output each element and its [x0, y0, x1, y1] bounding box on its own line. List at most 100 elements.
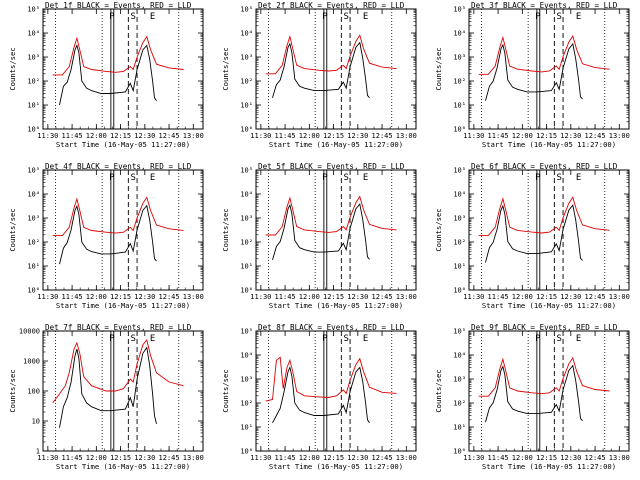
y-tick-label: 10⁰ — [240, 448, 253, 456]
y-tick-label: 10⁴ — [453, 191, 466, 199]
x-tick-label: 11:45 — [275, 293, 296, 301]
y-axis-label: Counts/sec — [221, 208, 230, 251]
marker-label-e: E — [363, 334, 368, 344]
x-tick-label: 11:45 — [488, 454, 509, 462]
marker-label-s: S — [556, 12, 561, 22]
x-tick-label: 12:15 — [536, 132, 557, 140]
x-tick-label: 12:45 — [585, 454, 606, 462]
x-tick-label: 12:30 — [134, 454, 155, 462]
plot-frame — [468, 169, 630, 291]
y-tick-label: 10⁵ — [240, 167, 253, 175]
plot-frame — [255, 8, 417, 130]
y-tick-label: 10⁴ — [240, 191, 253, 199]
marker-label-e: E — [150, 173, 155, 183]
x-tick-label: 12:30 — [134, 293, 155, 301]
x-axis-label: Start Time (16-May-05 11:27:00) — [56, 301, 190, 310]
x-axis-label: Start Time (16-May-05 11:27:00) — [56, 140, 190, 149]
marker-label-e: E — [576, 334, 581, 344]
panel-title: Det 8f BLACK = Events, RED = LLD — [258, 323, 405, 332]
y-tick-label: 10⁵ — [27, 167, 40, 175]
x-tick-label: 12:30 — [347, 454, 368, 462]
y-tick-label: 10³ — [240, 215, 253, 223]
panel-det-1: Det 1f BLACK = Events, RED = LLD 10⁰ 10¹ 10… — [8, 1, 204, 149]
panel-det-7: Det 7f BLACK = Events, RED = LLD 1 10 100 10… — [8, 323, 204, 471]
series-events-line — [59, 204, 157, 265]
x-tick-label: 11:30 — [463, 293, 484, 301]
marker-label-e: E — [150, 334, 155, 344]
x-tick-label: 12:45 — [159, 132, 180, 140]
panel-det-6: Det 6f BLACK = Events, RED = LLD 10⁰ 10¹ 10… — [434, 162, 630, 310]
y-tick-label: 10³ — [453, 215, 466, 223]
x-tick-label: 13:00 — [183, 293, 204, 301]
x-tick-label: 11:45 — [488, 293, 509, 301]
marker-label-s: S — [343, 173, 348, 183]
x-tick-label: 11:30 — [37, 293, 58, 301]
panel-det-8: Det 8f BLACK = Events, RED = LLD 10⁰ 10¹ 10… — [221, 323, 417, 471]
series-lld-line — [265, 34, 397, 75]
marker-label-p: P — [109, 12, 115, 22]
y-tick-label: 10¹ — [453, 102, 466, 110]
marker-label-p: P — [322, 173, 328, 183]
y-tick-label: 10² — [240, 400, 253, 408]
y-tick-label: 10⁰ — [27, 287, 40, 295]
x-tick-label: 12:15 — [110, 132, 131, 140]
series-lld-line — [52, 196, 184, 237]
y-tick-label: 100 — [27, 388, 40, 396]
x-tick-label: 12:45 — [372, 132, 393, 140]
x-tick-label: 11:30 — [250, 132, 271, 140]
x-tick-label: 12:00 — [86, 293, 107, 301]
x-tick-label: 13:00 — [609, 454, 630, 462]
marker-label-s: S — [130, 12, 135, 22]
x-tick-label: 12:15 — [110, 454, 131, 462]
y-axis-label: Counts/sec — [434, 369, 443, 412]
y-tick-label: 10¹ — [240, 263, 253, 271]
y-tick-label: 10 — [32, 418, 40, 426]
series-lld-line — [52, 35, 184, 76]
y-tick-label: 10⁵ — [453, 328, 466, 336]
marker-label-p: P — [535, 173, 541, 183]
x-tick-label: 12:30 — [560, 454, 581, 462]
x-tick-label: 11:30 — [37, 132, 58, 140]
x-tick-label: 12:45 — [372, 293, 393, 301]
y-tick-label: 10⁰ — [27, 126, 40, 134]
y-tick-label: 10⁴ — [27, 191, 40, 199]
y-tick-label: 10¹ — [27, 263, 40, 271]
x-tick-label: 12:00 — [512, 293, 533, 301]
marker-label-e: E — [363, 12, 368, 22]
panel-title: Det 1f BLACK = Events, RED = LLD — [45, 1, 192, 10]
x-tick-label: 11:45 — [275, 454, 296, 462]
marker-label-p: P — [322, 12, 328, 22]
y-tick-label: 10⁴ — [240, 30, 253, 38]
x-tick-label: 13:00 — [609, 132, 630, 140]
y-tick-label: 10⁰ — [240, 287, 253, 295]
x-tick-label: 13:00 — [609, 293, 630, 301]
y-tick-label: 10⁵ — [240, 6, 253, 14]
x-axis-label: Start Time (16-May-05 11:27:00) — [482, 140, 616, 149]
y-tick-label: 10¹ — [453, 424, 466, 432]
y-tick-label: 10² — [27, 78, 40, 86]
y-tick-label: 10¹ — [27, 102, 40, 110]
y-tick-label: 1 — [36, 448, 40, 456]
x-tick-label: 12:30 — [560, 132, 581, 140]
x-tick-label: 13:00 — [396, 132, 417, 140]
plot-frame — [255, 330, 417, 452]
marker-label-e: E — [576, 173, 581, 183]
x-tick-label: 11:45 — [488, 132, 509, 140]
y-tick-label: 10⁵ — [453, 167, 466, 175]
y-tick-label: 10² — [240, 78, 253, 86]
panel-det-5: Det 5f BLACK = Events, RED = LLD 10⁰ 10¹ 10… — [221, 162, 417, 310]
x-tick-label: 13:00 — [396, 293, 417, 301]
y-tick-label: 10² — [453, 78, 466, 86]
x-axis-label: Start Time (16-May-05 11:27:00) — [482, 301, 616, 310]
x-tick-label: 12:00 — [512, 132, 533, 140]
panel-title: Det 3f BLACK = Events, RED = LLD — [471, 1, 618, 10]
x-axis-label: Start Time (16-May-05 11:27:00) — [482, 462, 616, 471]
panel-det-4: Det 4f BLACK = Events, RED = LLD 10⁰ 10¹ 10… — [8, 162, 204, 310]
plot-frame — [255, 169, 417, 291]
x-tick-label: 12:45 — [159, 454, 180, 462]
x-tick-label: 12:45 — [372, 454, 393, 462]
x-tick-label: 13:00 — [183, 132, 204, 140]
series-events-line — [272, 366, 370, 424]
y-tick-label: 10⁴ — [453, 30, 466, 38]
